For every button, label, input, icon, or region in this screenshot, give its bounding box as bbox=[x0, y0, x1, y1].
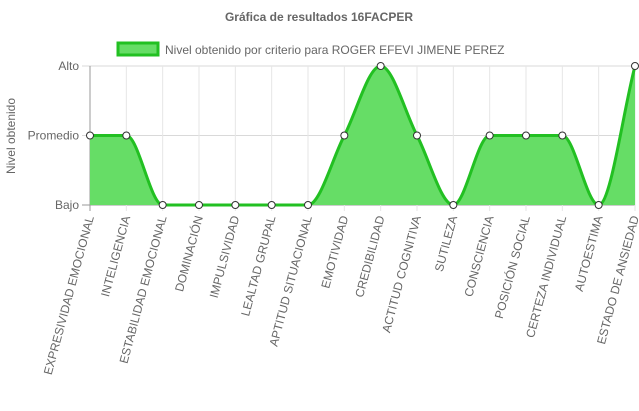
y-tick-label: Promedio bbox=[28, 129, 80, 143]
data-point bbox=[522, 131, 530, 140]
legend-swatch bbox=[116, 41, 160, 57]
data-point bbox=[231, 201, 240, 209]
data-point bbox=[195, 201, 203, 209]
data-point bbox=[86, 131, 94, 140]
data-point bbox=[413, 131, 421, 140]
x-tick-label: ACTITUD COGNITIVA bbox=[379, 214, 424, 334]
y-tick-label: Bajo bbox=[55, 198, 79, 212]
y-axis-label: Nivel obtenido bbox=[4, 98, 18, 174]
x-tick-label: AUTOESTIMA bbox=[572, 214, 606, 293]
y-tick-label: Alto bbox=[58, 59, 79, 73]
x-tick-label: INTELIGENCIA bbox=[98, 214, 133, 298]
x-tick-label: EXPRESIVIDAD EMOCIONAL bbox=[41, 214, 97, 376]
series-area bbox=[90, 66, 635, 205]
data-point bbox=[631, 62, 639, 70]
data-point bbox=[376, 62, 385, 70]
data-point bbox=[267, 201, 276, 209]
x-tick-label: POSICIÓN SOCIAL bbox=[491, 214, 533, 321]
legend-label: Nivel obtenido por criterio para ROGER E… bbox=[165, 43, 504, 57]
data-point bbox=[485, 131, 494, 140]
x-ticks: EXPRESIVIDAD EMOCIONAL INTELIGENCIAESTABI… bbox=[41, 214, 639, 377]
x-tick-label: CERTEZA INDIVIDUAL bbox=[523, 214, 569, 339]
x-tick-label: IMPULSIVIDAD bbox=[207, 214, 243, 300]
x-tick-label: LEALTAD GRUPAL bbox=[238, 214, 278, 318]
x-tick-label: CONSCIENCIA bbox=[461, 214, 496, 298]
data-point bbox=[304, 201, 312, 209]
data-point bbox=[558, 131, 567, 140]
chart-title: Gráfica de resultados 16FACPER bbox=[225, 10, 413, 24]
x-tick-label: DOMINACIÓN bbox=[171, 214, 206, 293]
x-tick-label: EMOTIVIDAD bbox=[318, 214, 351, 290]
x-tick-label: CREDIBILIDAD bbox=[352, 214, 387, 299]
data-point bbox=[122, 131, 131, 140]
data-point bbox=[594, 201, 603, 209]
data-point bbox=[158, 201, 167, 209]
x-tick-label: SUTILEZA bbox=[432, 214, 460, 273]
legend[interactable]: Nivel obtenido por criterio para ROGER E… bbox=[116, 41, 504, 57]
y-ticks: Bajo Promedio Alto bbox=[28, 59, 80, 212]
data-point bbox=[449, 201, 458, 209]
data-point bbox=[340, 131, 349, 140]
series-layer bbox=[86, 62, 639, 209]
